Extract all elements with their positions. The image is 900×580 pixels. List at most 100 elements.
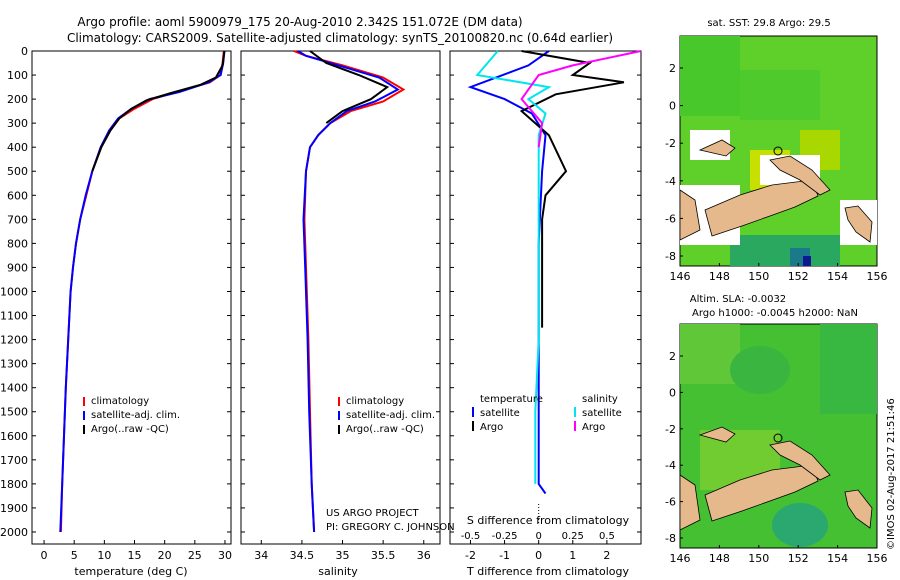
y-tick-label: 2000: [0, 526, 28, 539]
series-argo-raw-qc-: [309, 50, 390, 124]
map-y-tick-label: 0: [669, 386, 676, 399]
map-x-tick-label: 156: [867, 270, 888, 283]
salinity-xlabel: salinity: [318, 565, 358, 578]
title-line2: Climatology: CARS2009. Satellite-adjuste…: [67, 31, 613, 45]
map-y-tick-label: 2: [669, 350, 676, 363]
difference-legend: temperature salinity satellite Argo sate…: [472, 394, 622, 433]
y-tick-label: 1800: [0, 478, 28, 491]
sal-legend-argo: Argo(..raw -QC): [346, 424, 424, 435]
map-x-tick-label: 146: [670, 270, 691, 283]
difference-plot-frame: [449, 50, 642, 545]
sst-map: [679, 35, 878, 267]
x-tick-label: 34.5: [290, 549, 315, 562]
temperature-xlabel: temperature (deg C): [74, 565, 187, 578]
map-y-tick-label: -2: [665, 423, 676, 436]
sal-legend-clim: climatology: [346, 396, 404, 407]
difference-plot: -2 -1 0 1 2 -0.5 -0.25 0 0.25 0.5: [450, 50, 642, 562]
y-tick-label: 0: [21, 45, 28, 58]
x-tick-label: 25: [188, 549, 202, 562]
map-x-tick-label: 146: [670, 552, 691, 565]
map-y-tick-label: -6: [665, 212, 676, 225]
sal-legend-sat: satellite-adj. clim.: [346, 410, 435, 421]
x-tick-label: 30: [218, 549, 232, 562]
y-tick-label: 1500: [0, 406, 28, 419]
salinity-legend: climatology satellite-adj. clim. Argo(..…: [338, 396, 435, 435]
y-tick-label: 600: [7, 189, 28, 202]
sla-map-title2: Argo h1000: -0.0045 h2000: NaN: [692, 308, 858, 319]
map-x-tick-label: 152: [788, 552, 809, 565]
map-x-tick-label: 154: [827, 552, 848, 565]
x-tick-label: 35: [336, 549, 350, 562]
sla-map: [679, 323, 878, 549]
x-tick-label: 2: [603, 549, 610, 562]
map-x-tick-label: 156: [867, 552, 888, 565]
map-x-tick-label: 152: [788, 270, 809, 283]
y-tick-label: 200: [7, 93, 28, 106]
map-y-tick-label: -4: [665, 175, 676, 188]
map-x-tick-label: 148: [709, 270, 730, 283]
x-top-tick-label: 0.5: [599, 531, 615, 542]
sst-map-title: sat. SST: 29.8 Argo: 29.5: [707, 18, 830, 29]
map-y-tick-label: -2: [665, 137, 676, 150]
y-tick-label: 1700: [0, 454, 28, 467]
diff-legend-sal-header: salinity: [582, 394, 618, 405]
map-x-tick-label: 148: [709, 552, 730, 565]
x-top-tick-label: -0.5: [461, 531, 481, 542]
x-tick-label: 5: [71, 549, 78, 562]
salinity-plot: 34 34.5 35 35.5 36: [241, 50, 440, 562]
series-s-argo: [520, 50, 642, 148]
x-tick-label: -2: [465, 549, 476, 562]
temperature-plot-frame: [31, 50, 232, 545]
temp-legend-clim: climatology: [91, 396, 149, 407]
diff-legend-t-argo: Argo: [480, 422, 503, 433]
imos-stamp: ©IMOS 02-Aug-2017 21:51:46: [886, 398, 897, 550]
x-tick-label: 15: [128, 549, 142, 562]
y-tick-label: 1900: [0, 502, 28, 515]
x-tick-label: 34: [254, 549, 268, 562]
y-tick-label: 1100: [0, 310, 28, 323]
y-tick-label: 1000: [0, 285, 28, 298]
y-tick-label: 700: [7, 213, 28, 226]
x-tick-label: -1: [499, 549, 510, 562]
temp-legend-sat: satellite-adj. clim.: [91, 410, 180, 421]
map-x-tick-label: 150: [748, 270, 769, 283]
sla-map-title1: Altim. SLA: -0.0032: [690, 294, 786, 305]
project-label: US ARGO PROJECT: [326, 508, 420, 519]
salinity-plot-frame: [240, 50, 441, 545]
sst-map-ticks: 146 148 150 152 154 156 2 0 -2 -4 -6 -8: [665, 62, 887, 283]
temperature-legend: climatology satellite-adj. clim. Argo(..…: [83, 396, 180, 435]
difference-xlabel: T difference from climatology: [466, 565, 629, 578]
x-tick-label: 20: [158, 549, 172, 562]
y-tick-label: 800: [7, 237, 28, 250]
title-line1: Argo profile: aoml 5900979_175 20-Aug-20…: [77, 15, 522, 29]
y-tick-label: 100: [7, 69, 28, 82]
x-tick-label: 35.5: [371, 549, 396, 562]
y-tick-label: 1400: [0, 382, 28, 395]
series-t-satellite: [467, 50, 550, 495]
diff-legend-s-argo: Argo: [582, 422, 605, 433]
sla-map-ticks: 146 148 150 152 154 156 2 0 -2 -4 -6 -8: [665, 350, 887, 565]
x-top-tick-label: 0: [535, 531, 541, 542]
y-tick-label: 900: [7, 261, 28, 274]
diff-legend-temp-header: temperature: [480, 394, 543, 405]
x-tick-label: 0: [535, 549, 542, 562]
temp-legend-argo: Argo(..raw -QC): [91, 424, 169, 435]
series-argo-raw-qc-: [91, 50, 226, 172]
map-y-tick-label: -4: [665, 459, 676, 472]
diff-legend-t-sat: satellite: [480, 408, 520, 419]
map-y-tick-label: -8: [665, 532, 676, 545]
x-tick-label: 0: [41, 549, 48, 562]
map-y-tick-label: 2: [669, 62, 676, 75]
y-tick-label: 300: [7, 117, 28, 130]
x-tick-label: 10: [97, 549, 111, 562]
map-x-tick-label: 154: [827, 270, 848, 283]
map-x-tick-label: 150: [748, 552, 769, 565]
difference-xlabel-top: S difference from climatology: [467, 514, 630, 527]
y-tick-label: 1200: [0, 334, 28, 347]
map-y-tick-label: -8: [665, 250, 676, 263]
x-tick-label: 1: [569, 549, 576, 562]
x-top-tick-label: 0.25: [562, 531, 584, 542]
x-tick-label: 36: [417, 549, 431, 562]
map-y-tick-label: -6: [665, 496, 676, 509]
